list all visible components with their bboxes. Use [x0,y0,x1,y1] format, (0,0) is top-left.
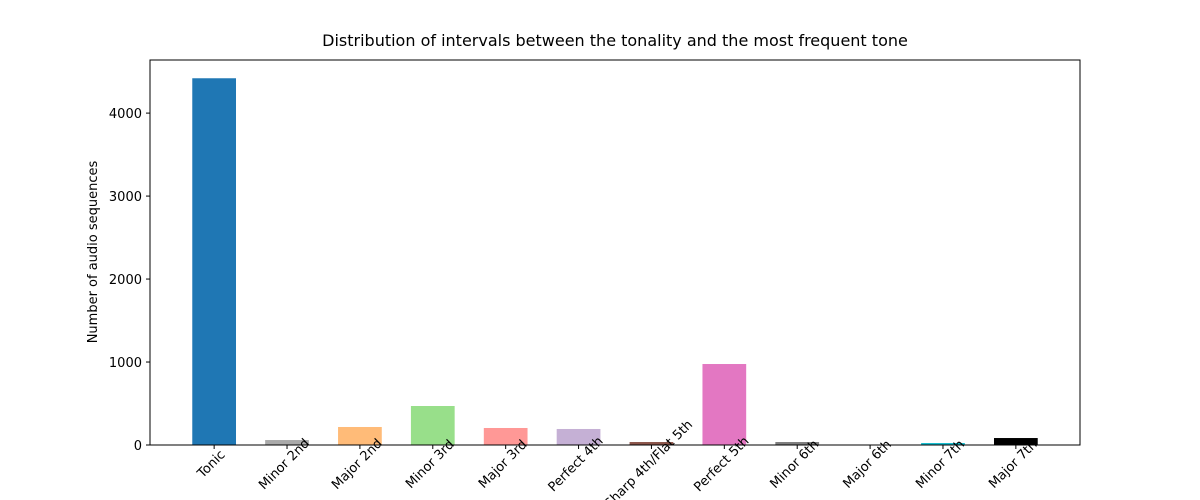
bar [556,428,601,445]
bar [993,438,1038,445]
bar [483,427,528,445]
y-tick-label: 2000 [109,273,142,288]
x-tick-label: Major 6th [840,437,894,491]
bar [629,442,674,445]
y-tick-label: 0 [134,439,142,454]
x-tick-label: Major 7th [986,437,1040,491]
plot-frame [149,59,1081,446]
y-tick-label: 4000 [109,107,142,122]
bar [921,443,965,445]
x-tick-label: Tonic [194,448,228,482]
y-tick-label: 1000 [109,356,142,371]
x-tick-label: Sharp 4th/Flat 5th [602,417,696,500]
bar [702,364,747,445]
bar [265,440,309,445]
bar [410,406,455,445]
y-tick-label: 3000 [109,190,142,205]
bar [338,426,382,445]
chart-title: Distribution of intervals between the to… [322,31,908,50]
bar [775,442,820,445]
y-axis-label: Number of audio sequences [86,160,101,343]
bar [192,78,237,446]
